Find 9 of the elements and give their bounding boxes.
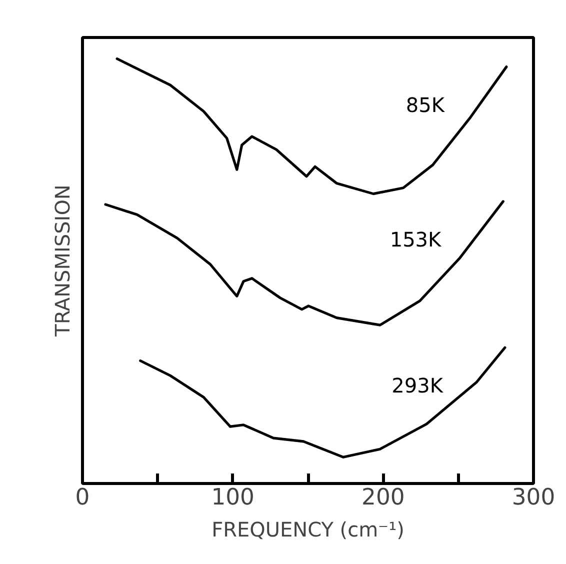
x-tick-label: 200 — [362, 484, 405, 510]
x-tick-label: 100 — [211, 484, 254, 510]
series-label: 153K — [390, 227, 442, 252]
series-label: 85K — [406, 92, 446, 117]
x-axis-title: FREQUENCY (cm⁻¹) — [212, 518, 404, 542]
x-tick-label: 300 — [512, 484, 556, 510]
series-label: 293K — [392, 374, 444, 398]
x-tick-label: 0 — [75, 484, 90, 510]
y-axis-title: TRANSMISSION — [50, 184, 74, 338]
